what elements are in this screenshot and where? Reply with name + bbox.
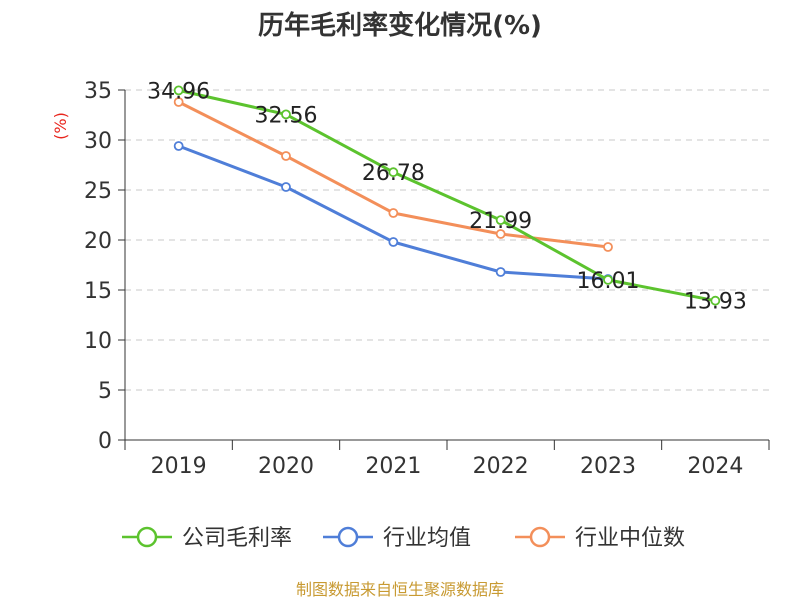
data-point: [281, 182, 291, 192]
x-tick-label: 2020: [258, 454, 314, 479]
legend-marker: [337, 526, 359, 548]
axes: 0 5 10 15 20 25 30 35 2019 2020 2021 2022 2023 2024: [84, 79, 770, 479]
data-point: [173, 97, 184, 107]
data-point: [173, 141, 184, 151]
y-tick-label: 30: [84, 129, 112, 154]
y-tick-label: 0: [98, 429, 112, 454]
data-label: 34.96: [147, 79, 210, 104]
y-tick-label: 20: [84, 229, 112, 254]
x-tick-label: 2021: [365, 454, 421, 479]
data-label: 16.01: [577, 269, 640, 294]
legend-marker: [136, 526, 158, 548]
y-tick-label: 10: [84, 329, 112, 354]
y-tick-label: 25: [84, 179, 112, 204]
series-lines: [173, 85, 721, 306]
x-tick-label: 2022: [473, 454, 529, 479]
data-point: [388, 237, 399, 247]
legend[interactable]: 公司毛利率 行业均值 行业中位数: [122, 526, 685, 551]
data-point: [495, 267, 506, 277]
x-tick-label: 2024: [687, 454, 743, 479]
footer-source: 制图数据来自恒生聚源数据库: [296, 580, 504, 599]
x-tick-label: 2019: [151, 454, 207, 479]
data-point: [710, 295, 721, 306]
legend-item[interactable]: 公司毛利率: [122, 526, 292, 551]
x-tick-label: 2023: [580, 454, 636, 479]
y-tick-label: 5: [98, 379, 112, 404]
data-point: [173, 85, 184, 96]
y-tick-label: 15: [84, 279, 112, 304]
data-point: [603, 274, 613, 285]
data-point: [388, 167, 399, 178]
data-labels: 34.96 32.56 26.78 21.99 16.01 13.93: [147, 79, 747, 314]
data-label: 13.93: [684, 290, 747, 315]
legend-item[interactable]: 行业中位数: [515, 526, 685, 551]
data-label: 26.78: [362, 161, 425, 186]
series-line: [178, 88, 716, 303]
chart-title: 历年毛利率变化情况(%): [258, 10, 542, 41]
legend-item[interactable]: 行业均值: [323, 526, 471, 551]
y-axis-unit: (%): [51, 112, 70, 140]
y-tick-label: 35: [84, 79, 112, 104]
legend-label: 行业中位数: [575, 526, 685, 551]
data-point: [281, 151, 291, 161]
data-point: [495, 215, 506, 226]
legend-marker: [529, 526, 551, 548]
data-point: [281, 109, 291, 120]
data-label: 32.56: [255, 103, 318, 128]
legend-label: 公司毛利率: [182, 526, 292, 551]
data-point: [495, 229, 506, 239]
grid-lines: [125, 89, 769, 391]
legend-label: 行业均值: [383, 526, 471, 551]
data-point: [388, 208, 399, 218]
data-point: [603, 242, 613, 252]
data-label: 21.99: [469, 209, 532, 234]
